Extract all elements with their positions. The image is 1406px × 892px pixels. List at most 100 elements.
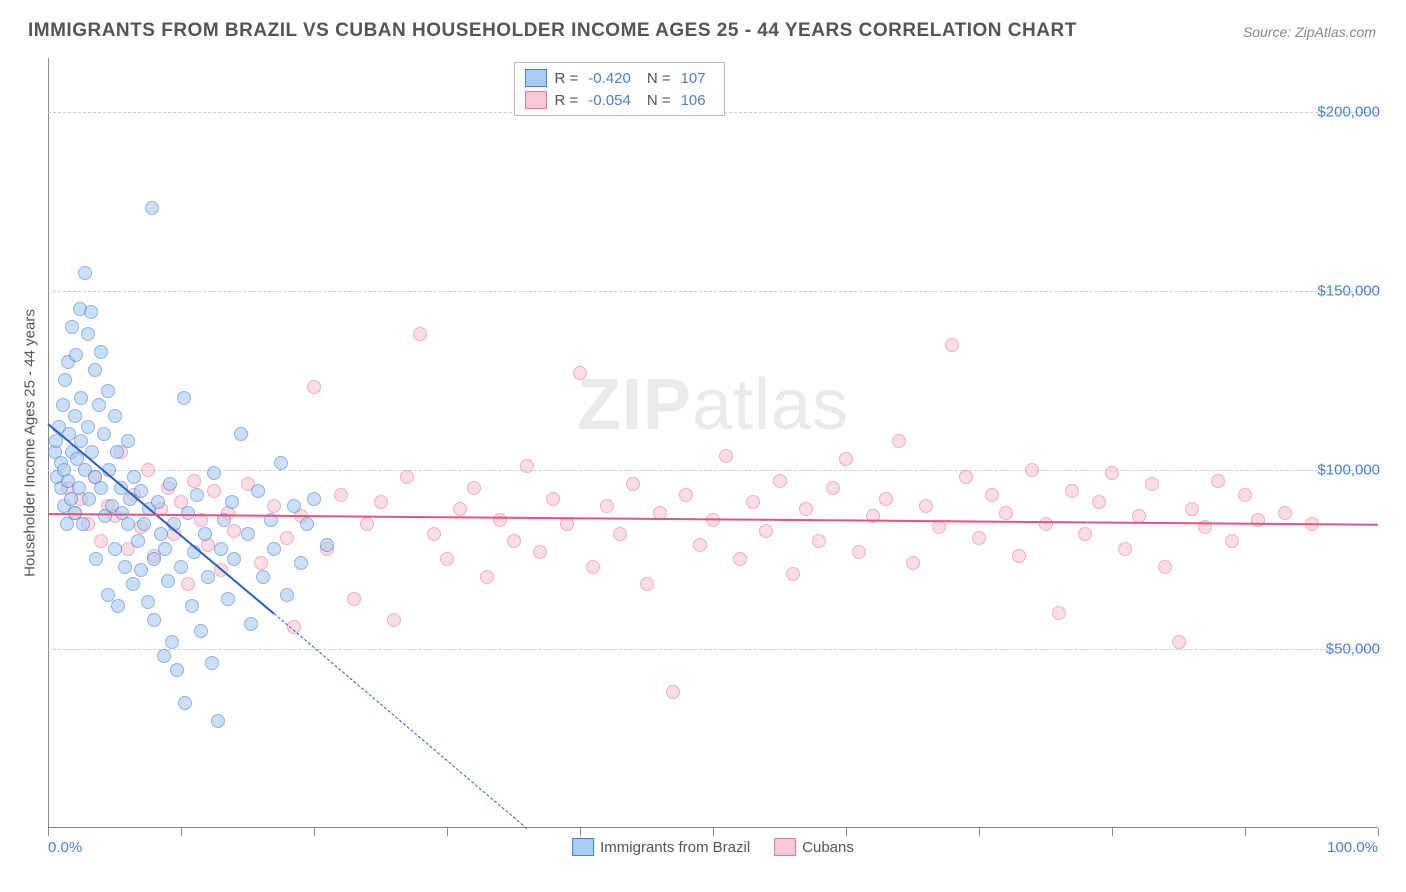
data-point (1278, 506, 1292, 520)
data-point (131, 534, 145, 548)
data-point (1251, 513, 1265, 527)
data-point (92, 398, 106, 412)
data-point (320, 538, 334, 552)
data-point (225, 495, 239, 509)
data-point (141, 463, 155, 477)
data-point (187, 474, 201, 488)
x-tick (713, 828, 714, 836)
data-point (400, 470, 414, 484)
data-point (679, 488, 693, 502)
data-point (280, 588, 294, 602)
plot-area: ZIPatlas $50,000$100,000$150,000$200,000… (48, 58, 1378, 828)
data-point (137, 517, 151, 531)
data-point (181, 577, 195, 591)
grid-line (48, 470, 1378, 471)
data-point (205, 656, 219, 670)
trend-line-extrapolated (274, 613, 527, 829)
data-point (693, 538, 707, 552)
data-point (945, 338, 959, 352)
data-point (267, 499, 281, 513)
data-point (733, 552, 747, 566)
data-point (94, 481, 108, 495)
data-point (1065, 484, 1079, 498)
correlation-legend: R =-0.420N =107R =-0.054N =106 (514, 62, 725, 116)
data-point (108, 542, 122, 556)
data-point (134, 563, 148, 577)
data-point (82, 492, 96, 506)
data-point (280, 531, 294, 545)
x-tick (48, 828, 49, 836)
y-tick-label: $200,000 (1317, 103, 1380, 120)
data-point (141, 595, 155, 609)
data-point (307, 380, 321, 394)
data-point (852, 545, 866, 559)
data-point (211, 714, 225, 728)
x-tick-label: 0.0% (48, 839, 82, 856)
data-point (234, 427, 248, 441)
data-point (533, 545, 547, 559)
data-point (190, 488, 204, 502)
data-point (181, 506, 195, 520)
data-point (287, 499, 301, 513)
data-point (427, 527, 441, 541)
data-point (892, 434, 906, 448)
data-point (178, 696, 192, 710)
data-point (906, 556, 920, 570)
x-tick (580, 828, 581, 836)
data-point (1039, 517, 1053, 531)
data-point (227, 524, 241, 538)
legend-n-value: 106 (681, 92, 706, 109)
data-point (812, 534, 826, 548)
data-point (613, 527, 627, 541)
legend-r-label: R = (555, 92, 579, 109)
data-point (600, 499, 614, 513)
data-point (76, 517, 90, 531)
data-point (101, 384, 115, 398)
data-point (440, 552, 454, 566)
legend-swatch (572, 838, 594, 856)
data-point (65, 320, 79, 334)
data-point (467, 481, 481, 495)
data-point (147, 613, 161, 627)
data-point (1105, 466, 1119, 480)
data-point (58, 373, 72, 387)
legend-r-label: R = (555, 70, 579, 87)
data-point (1172, 635, 1186, 649)
data-point (198, 527, 212, 541)
data-point (626, 477, 640, 491)
data-point (126, 577, 140, 591)
data-point (68, 409, 82, 423)
data-point (586, 560, 600, 574)
source-attribution: Source: ZipAtlas.com (1243, 24, 1376, 40)
y-tick-label: $50,000 (1326, 640, 1380, 657)
data-point (74, 391, 88, 405)
data-point (546, 492, 560, 506)
data-point (719, 449, 733, 463)
data-point (879, 492, 893, 506)
series-legend: Immigrants from BrazilCubans (572, 838, 854, 856)
data-point (493, 513, 507, 527)
x-tick (1378, 828, 1379, 836)
data-point (507, 534, 521, 548)
data-point (959, 470, 973, 484)
data-point (154, 527, 168, 541)
data-point (201, 570, 215, 584)
data-point (251, 484, 265, 498)
data-point (666, 685, 680, 699)
legend-swatch (525, 91, 547, 109)
data-point (69, 348, 83, 362)
data-point (300, 517, 314, 531)
data-point (88, 363, 102, 377)
data-point (94, 534, 108, 548)
chart-container: Householder Income Ages 25 - 44 years ZI… (48, 58, 1378, 828)
data-point (127, 470, 141, 484)
data-point (773, 474, 787, 488)
data-point (267, 542, 281, 556)
legend-r-value: -0.054 (588, 92, 631, 109)
data-point (1211, 474, 1225, 488)
data-point (1052, 606, 1066, 620)
data-point (221, 592, 235, 606)
data-point (56, 398, 70, 412)
data-point (244, 617, 258, 631)
data-point (839, 452, 853, 466)
